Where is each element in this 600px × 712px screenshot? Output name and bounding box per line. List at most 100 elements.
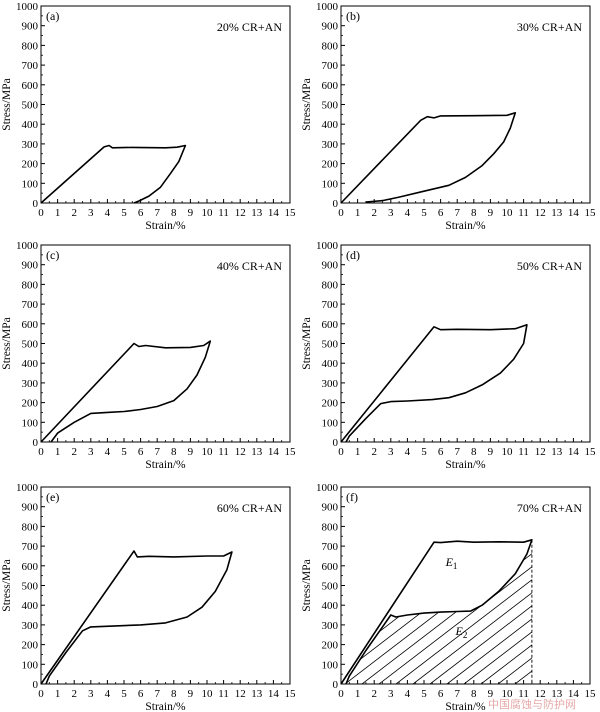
plot-frame xyxy=(340,486,591,685)
y-tick-label: 700 xyxy=(22,60,39,72)
y-tick-label: 400 xyxy=(22,358,39,370)
y-tick-label: 800 xyxy=(322,521,339,533)
x-tick-label: 5 xyxy=(421,207,427,219)
y-tick-label: 1000 xyxy=(16,482,39,494)
stress-strain-curve xyxy=(40,144,187,204)
energy-annotation: E2 xyxy=(455,624,468,640)
x-tick-label: 1 xyxy=(55,688,61,700)
y-axis-label: Stress/MPa xyxy=(1,317,13,369)
y-tick-label: 900 xyxy=(322,21,339,33)
y-tick-label: 500 xyxy=(322,581,339,593)
y-tick-label: 300 xyxy=(322,378,339,390)
y-tick-label: 400 xyxy=(322,600,339,612)
x-tick-label: 3 xyxy=(88,207,94,219)
y-tick-label: 1000 xyxy=(316,1,339,13)
y-tick-label: 0 xyxy=(333,198,339,210)
y-axis-label: Stress/MPa xyxy=(301,317,313,369)
x-tick-label: 14 xyxy=(268,207,280,219)
x-tick-label: 11 xyxy=(518,688,529,700)
y-axis-label: Stress/MPa xyxy=(301,559,313,611)
x-tick-label: 9 xyxy=(188,688,194,700)
panel-6: 0 1 2 3 4 5 6 7 8 9 10 11 12 13 14 15010020030040050060… xyxy=(301,454,600,712)
x-tick-label: 0 xyxy=(338,446,344,458)
stress-strain-curve xyxy=(340,112,517,204)
y-tick-label: 100 xyxy=(22,178,39,190)
x-tick-label: 4 xyxy=(405,446,411,458)
hatch-line xyxy=(429,539,532,684)
x-tick-label: 9 xyxy=(188,207,194,219)
condition-label: 50% CR+AN xyxy=(517,259,582,273)
condition-label: 60% CR+AN xyxy=(217,501,282,515)
x-tick-label: 7 xyxy=(154,688,160,700)
x-tick-label: 14 xyxy=(568,446,580,458)
x-tick-label: 8 xyxy=(171,446,177,458)
x-tick-label: 11 xyxy=(218,207,229,219)
y-tick-label: 200 xyxy=(22,640,39,652)
x-axis-label: Strain/% xyxy=(445,459,486,471)
x-tick-label: 5 xyxy=(121,446,127,458)
x-tick-label: 14 xyxy=(268,688,280,700)
y-tick-label: 900 xyxy=(22,21,39,33)
y-tick-label: 200 xyxy=(322,159,339,171)
x-tick-label: 10 xyxy=(502,688,514,700)
x-tick-label: 13 xyxy=(551,207,563,219)
x-tick-label: 8 xyxy=(471,688,477,700)
y-tick-label: 700 xyxy=(322,299,339,311)
y-tick-label: 0 xyxy=(333,679,339,691)
panel-label: (c) xyxy=(46,248,59,262)
x-tick-label: 0 xyxy=(338,688,344,700)
hatch-line xyxy=(549,454,600,684)
hatch-line xyxy=(361,539,532,684)
x-tick-label: 4 xyxy=(105,688,111,700)
y-tick-label: 500 xyxy=(22,581,39,593)
x-tick-label: 10 xyxy=(202,207,214,219)
panel-1: 0 1 2 3 4 5 6 7 8 9 10 11 12 13 14 15010020030040050060… xyxy=(1,1,296,232)
y-tick-label: 400 xyxy=(322,119,339,131)
energy-annotation: E1 xyxy=(445,555,458,571)
x-tick-label: 0 xyxy=(38,446,44,458)
x-tick-label: 8 xyxy=(471,446,477,458)
hatch-line xyxy=(412,539,532,684)
x-tick-label: 11 xyxy=(218,688,229,700)
hatch-line xyxy=(395,539,532,684)
y-tick-label: 500 xyxy=(322,100,339,112)
condition-label: 70% CR+AN xyxy=(517,501,582,515)
panel-label: (d) xyxy=(346,248,360,262)
x-axis-label: Strain/% xyxy=(445,701,486,712)
x-tick-label: 9 xyxy=(188,446,194,458)
x-tick-label: 15 xyxy=(585,688,597,700)
x-tick-label: 7 xyxy=(454,446,460,458)
x-tick-label: 13 xyxy=(251,688,263,700)
x-tick-label: 2 xyxy=(71,446,77,458)
hatch-line xyxy=(463,539,532,684)
hatch-line xyxy=(514,539,532,684)
stress-strain-curve xyxy=(40,550,233,685)
x-tick-label: 11 xyxy=(218,446,229,458)
x-tick-label: 8 xyxy=(171,688,177,700)
y-axis-label: Stress/MPa xyxy=(1,559,13,611)
x-tick-label: 6 xyxy=(138,446,144,458)
x-tick-label: 10 xyxy=(202,688,214,700)
hatch-line xyxy=(345,539,532,684)
y-tick-label: 0 xyxy=(333,437,339,449)
y-tick-label: 500 xyxy=(322,339,339,351)
x-tick-label: 9 xyxy=(488,446,494,458)
x-tick-label: 3 xyxy=(388,446,394,458)
y-tick-label: 800 xyxy=(22,521,39,533)
panel-label: (a) xyxy=(46,9,59,23)
y-tick-label: 700 xyxy=(22,541,39,553)
x-tick-label: 7 xyxy=(154,207,160,219)
y-tick-label: 900 xyxy=(22,260,39,272)
y-tick-label: 900 xyxy=(22,502,39,514)
y-tick-label: 700 xyxy=(322,60,339,72)
watermark: 中国腐蚀与防护网 xyxy=(488,698,576,711)
x-tick-label: 6 xyxy=(138,207,144,219)
x-tick-label: 2 xyxy=(71,688,77,700)
hatch-line xyxy=(345,539,532,684)
y-tick-label: 100 xyxy=(322,417,339,429)
hatch-line xyxy=(446,539,532,684)
x-tick-label: 14 xyxy=(568,207,580,219)
y-tick-label: 1000 xyxy=(316,482,339,494)
hatch-line xyxy=(345,539,442,684)
condition-label: 40% CR+AN xyxy=(217,259,282,273)
